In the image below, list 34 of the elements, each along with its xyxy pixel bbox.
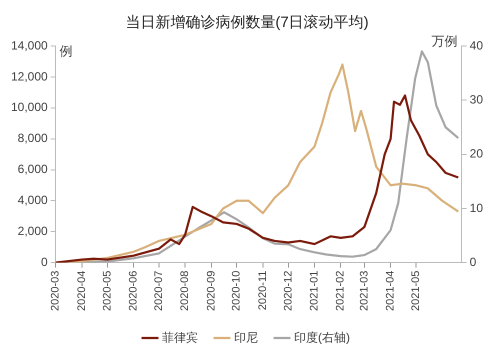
x-tick-label: 2020-04 bbox=[76, 270, 88, 312]
y-tick-label: 14,000 bbox=[11, 38, 48, 52]
x-tick-label: 2020-11 bbox=[256, 270, 269, 310]
y-tick-label: 12,000 bbox=[11, 69, 48, 84]
legend-label: 印尼 bbox=[234, 330, 258, 344]
x-tick-label: 2020-09 bbox=[205, 270, 218, 312]
y-axis-title: 例 bbox=[60, 44, 73, 59]
legend-label: 菲律宾 bbox=[162, 330, 198, 344]
y-tick-label: 0 bbox=[41, 254, 48, 269]
x-tick-label: 2020-10 bbox=[230, 270, 243, 312]
x-tick-label: 2020-08 bbox=[179, 270, 192, 312]
y2-tick-label: 20 bbox=[470, 146, 484, 161]
x-tick-label: 2020-05 bbox=[101, 270, 114, 312]
y-tick-label: 6,000 bbox=[18, 162, 48, 176]
y2-axis-title: 万例 bbox=[432, 34, 458, 49]
x-tick-label: 2020-03 bbox=[50, 270, 62, 312]
y2-tick-label: 40 bbox=[470, 38, 484, 52]
x-tick-label: 2021-02 bbox=[334, 270, 347, 312]
y2-tick-label: 0 bbox=[470, 254, 477, 269]
y-tick-label: 2,000 bbox=[18, 224, 48, 238]
x-tick-label: 2021-04 bbox=[384, 270, 397, 312]
legend-label: 印度(右轴) bbox=[294, 330, 350, 344]
x-tick-label: 2020-07 bbox=[152, 270, 165, 312]
x-tick-label: 2021-03 bbox=[358, 270, 370, 312]
x-tick-label: 2021-05 bbox=[410, 270, 422, 312]
chart-title: 当日新增确诊病例数量(7日滚动平均) bbox=[125, 14, 369, 32]
y2-tick-label: 30 bbox=[470, 92, 484, 106]
x-tick-label: 2021-01 bbox=[308, 270, 321, 312]
y2-tick-label: 10 bbox=[470, 200, 484, 215]
y-tick-label: 8,000 bbox=[18, 131, 48, 146]
x-tick-label: 2020-06 bbox=[128, 270, 140, 312]
y-tick-label: 4,000 bbox=[18, 193, 48, 208]
y-tick-label: 10,000 bbox=[11, 100, 48, 114]
x-tick-label: 2020-12 bbox=[282, 270, 294, 312]
